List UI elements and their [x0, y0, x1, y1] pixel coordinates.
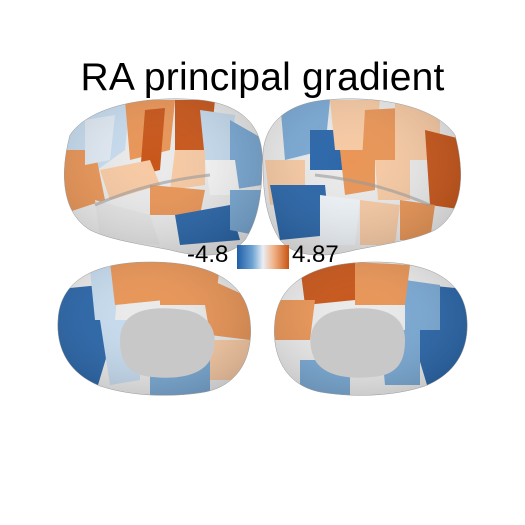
colorbar-max-label: 4.87 [292, 241, 339, 268]
colorbar [237, 245, 289, 269]
right-medial-wall [310, 308, 405, 378]
figure-title: RA principal gradient [80, 56, 445, 99]
colorbar-min-label: -4.8 [187, 241, 229, 268]
left-medial-wall [120, 308, 215, 378]
